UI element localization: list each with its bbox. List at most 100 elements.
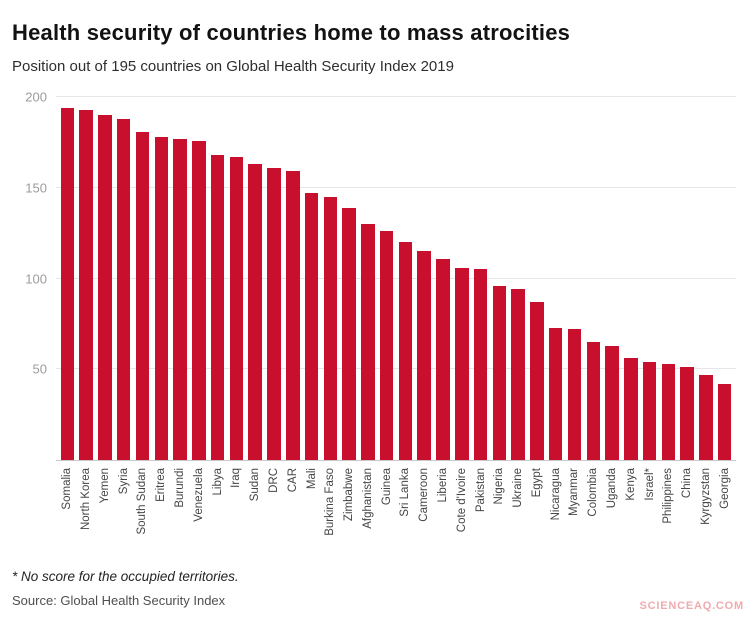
x-axis-label-cell: Liberia	[434, 461, 453, 563]
bar-slot	[171, 97, 190, 460]
x-axis-label: China	[681, 468, 694, 499]
x-axis-label: Uganda	[606, 468, 619, 509]
bar-slot	[377, 97, 396, 460]
bar-slot	[396, 97, 415, 460]
x-axis-label-cell: North Korea	[77, 461, 96, 563]
bar	[98, 115, 112, 460]
gridline	[56, 277, 736, 279]
x-axis-label-cell: Uganda	[603, 461, 622, 563]
bar	[473, 269, 488, 460]
bar-slot	[471, 97, 490, 460]
x-axis-label: Israel*	[643, 468, 656, 501]
x-axis-label-cell: Cote d'Ivoire	[452, 461, 471, 563]
x-axis-label-cell: Kenya	[621, 461, 640, 563]
bar-slot	[283, 97, 302, 460]
bar	[60, 107, 75, 460]
y-axis-tick-label: 200	[25, 89, 47, 105]
bar	[624, 358, 638, 460]
footnote: * No score for the occupied territories.	[12, 569, 239, 584]
x-axis-label: Burundi	[174, 468, 187, 508]
bar-slot	[584, 97, 603, 460]
x-axis-label: Colombia	[587, 468, 600, 517]
bar	[361, 224, 375, 460]
x-axis-label: Somalia	[61, 468, 74, 510]
x-axis-label-cell: Sudan	[246, 461, 265, 563]
y-axis-tick-label: 100	[25, 271, 47, 286]
bar	[323, 196, 338, 460]
bar-slot	[340, 97, 359, 460]
bar	[192, 140, 206, 460]
gridline	[56, 96, 736, 97]
bar	[605, 345, 619, 460]
bar-slot	[302, 97, 321, 460]
bar-slot	[227, 97, 246, 460]
x-axis-label: Egypt	[530, 468, 543, 498]
bar	[699, 374, 713, 460]
x-axis-label: Kyrgyzstan	[699, 468, 712, 525]
bar	[717, 383, 732, 460]
chart-title: Health security of countries home to mas…	[12, 20, 571, 45]
x-axis-label-cell: Mali	[302, 461, 321, 563]
y-axis-tick-label: 50	[32, 361, 47, 377]
bar	[398, 242, 413, 460]
chart-subtitle: Position out of 195 countries on Global …	[12, 58, 454, 75]
x-axis-label: CAR	[286, 468, 299, 493]
bar	[304, 193, 319, 460]
x-axis-label: Mali	[305, 468, 318, 490]
x-axis-label-cell: Philippines	[659, 461, 678, 563]
x-axis-label: Venezuela	[192, 468, 205, 522]
x-axis-label-cell: Somalia	[58, 461, 77, 563]
bar	[79, 109, 93, 460]
bar	[661, 363, 676, 460]
x-axis-label: Liberia	[436, 468, 449, 503]
x-axis-label-cell: Burundi	[171, 461, 190, 563]
bar	[267, 167, 281, 460]
bar-chart: 50 100 150 200 Somalia North Korea Yemen Syria…	[12, 91, 740, 563]
gridline	[56, 368, 736, 370]
x-axis-label-cell: Israel*	[640, 461, 659, 563]
bar	[116, 118, 131, 460]
x-axis-label: Yemen	[98, 468, 111, 504]
bar	[379, 231, 394, 460]
bar	[210, 155, 225, 460]
plot-area: 50 100 150 200	[25, 91, 736, 461]
bar-slot	[509, 97, 528, 460]
bar-slot	[528, 97, 547, 460]
bar-slot	[152, 97, 171, 460]
source-line: Source: Global Health Security Index	[12, 593, 226, 608]
bar	[229, 156, 244, 460]
bar	[530, 302, 544, 460]
bar-slot	[546, 97, 565, 460]
bar	[248, 164, 262, 460]
x-axis-label: Libya	[211, 468, 224, 496]
bar	[548, 327, 563, 460]
bar-slot	[359, 97, 378, 460]
bar	[492, 285, 507, 460]
bar-slot	[208, 97, 227, 460]
bar-slot	[565, 97, 584, 460]
bar	[511, 289, 525, 460]
x-axis-label: Myanmar	[568, 468, 581, 516]
x-axis-label: Nigeria	[493, 468, 506, 505]
x-axis-label: Sri Lanka	[399, 468, 412, 517]
x-axis-label-cell: China	[678, 461, 697, 563]
x-axis-labels: Somalia North Korea Yemen Syria South Sudan E…	[56, 461, 736, 563]
bar-slot	[265, 97, 284, 460]
bar-slot	[697, 97, 716, 460]
gridline	[56, 186, 736, 188]
bar-slot	[189, 97, 208, 460]
bar-slot	[640, 97, 659, 460]
x-axis-label: Ukraine	[512, 468, 525, 508]
x-axis-label: DRC	[267, 468, 280, 493]
x-axis-label: Eritrea	[155, 468, 168, 502]
bar-slot	[603, 97, 622, 460]
bar-slot	[434, 97, 453, 460]
x-axis-label-cell: Libya	[208, 461, 227, 563]
x-axis-label: Burkina Faso	[324, 468, 337, 536]
x-axis-label: Guinea	[380, 468, 393, 506]
x-axis-label: Iraq	[230, 468, 243, 488]
x-axis-label-cell: Yemen	[96, 461, 115, 563]
x-axis-label-cell: Syria	[114, 461, 133, 563]
bar-slot	[678, 97, 697, 460]
x-axis-label-cell: Pakistan	[471, 461, 490, 563]
